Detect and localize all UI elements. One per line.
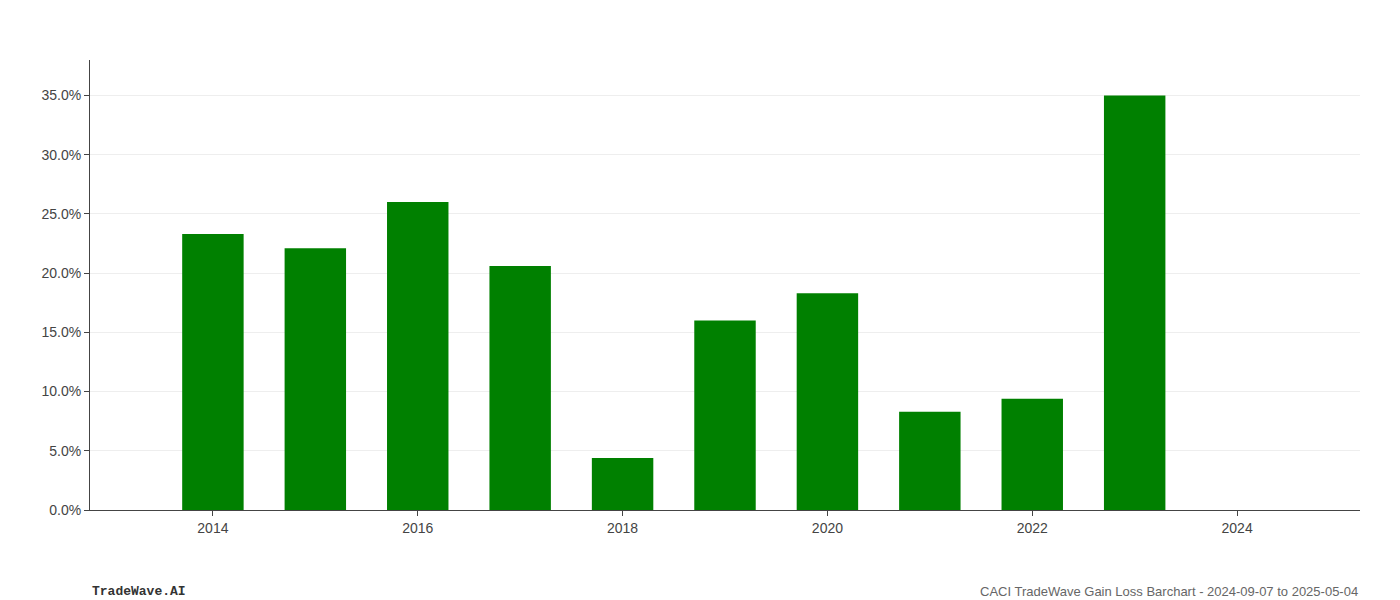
svg-text:2016: 2016: [402, 520, 433, 536]
svg-text:2022: 2022: [1017, 520, 1048, 536]
svg-text:5.0%: 5.0%: [49, 443, 81, 459]
svg-text:CACI TradeWave Gain Loss Barch: CACI TradeWave Gain Loss Barchart - 2024…: [980, 584, 1358, 599]
svg-text:2024: 2024: [1222, 520, 1253, 536]
svg-text:TradeWave.AI: TradeWave.AI: [92, 584, 186, 599]
svg-text:2018: 2018: [607, 520, 638, 536]
svg-text:2020: 2020: [812, 520, 843, 536]
svg-text:30.0%: 30.0%: [41, 147, 81, 163]
svg-text:25.0%: 25.0%: [41, 206, 81, 222]
svg-text:35.0%: 35.0%: [41, 87, 81, 103]
svg-text:0.0%: 0.0%: [49, 502, 81, 518]
svg-text:20.0%: 20.0%: [41, 265, 81, 281]
svg-text:15.0%: 15.0%: [41, 324, 81, 340]
svg-text:10.0%: 10.0%: [41, 383, 81, 399]
svg-text:2014: 2014: [197, 520, 228, 536]
